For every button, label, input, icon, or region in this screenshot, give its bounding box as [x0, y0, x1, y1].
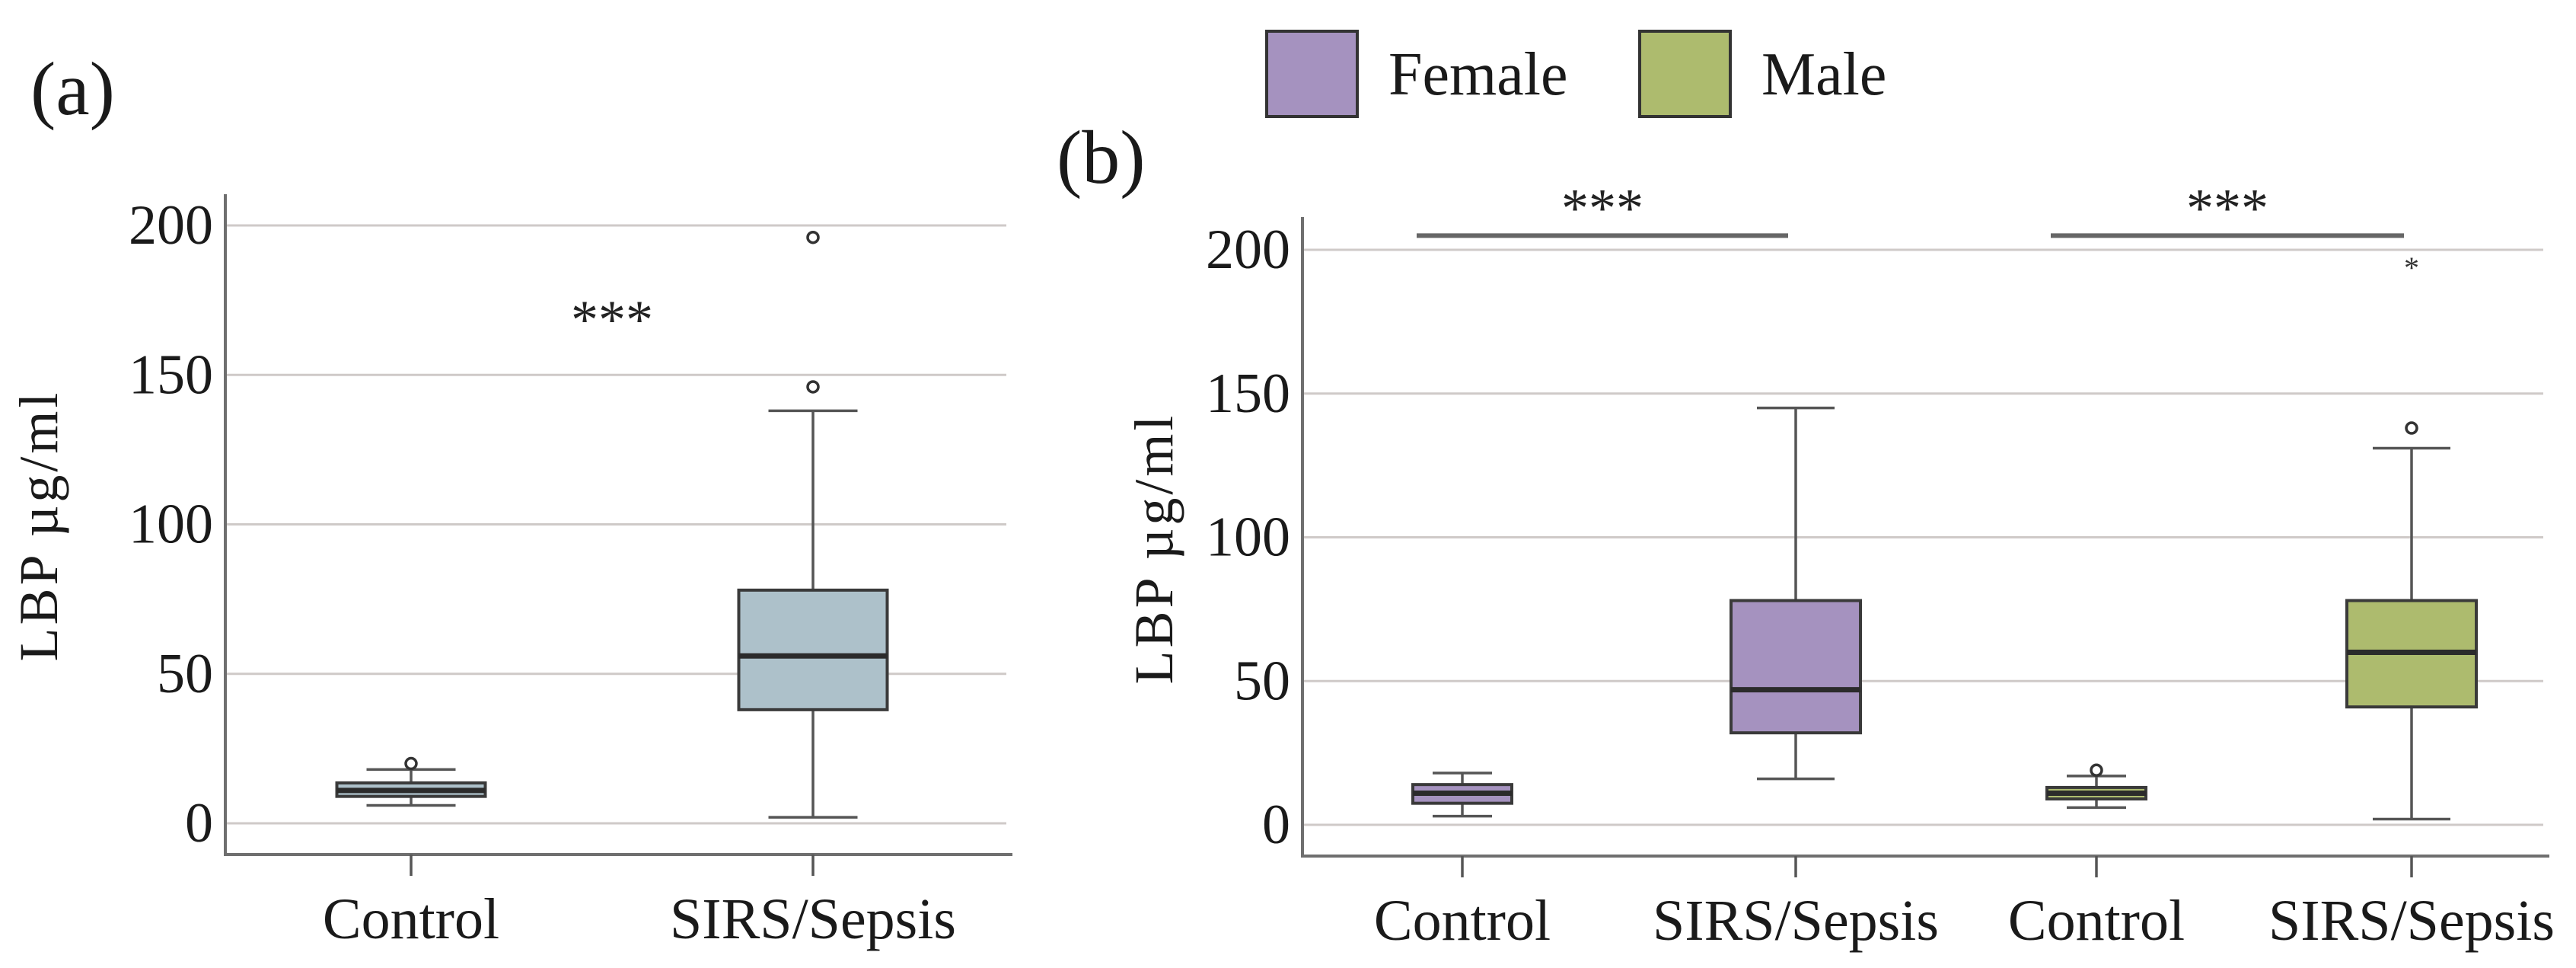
box-sirs-sepsis-male: SIRS/Sepsis *: [2268, 251, 2555, 953]
y-tick-label: 50: [1234, 650, 1290, 712]
box-control: Control: [323, 756, 499, 951]
legend-item-male: Male: [1638, 30, 1886, 118]
significance-label: ***: [2186, 177, 2268, 238]
y-tick-label: 0: [1262, 794, 1290, 856]
y-tick-label: 150: [1206, 363, 1290, 425]
y-axis-label: LBP µg/ml: [1124, 413, 1184, 685]
x-tick-label: SIRS/Sepsis: [2268, 889, 2555, 953]
box-sirs-sepsis-female: SIRS/Sepsis: [1653, 406, 1939, 953]
outlier-point: [806, 230, 820, 244]
y-tick-label: 100: [129, 494, 213, 556]
x-tick-label: SIRS/Sepsis: [1653, 889, 1939, 953]
legend-label: Male: [1761, 41, 1886, 108]
axes: [224, 194, 1012, 856]
x-tick-label: Control: [1374, 889, 1551, 953]
y-tick-label: 200: [129, 194, 213, 257]
y-tick-label: 100: [1206, 506, 1290, 569]
outlier-point: [806, 380, 820, 394]
legend-label: Female: [1388, 41, 1567, 108]
significance-label: ***: [571, 289, 653, 350]
panel-label: (a): [30, 46, 115, 131]
iqr-box: [737, 588, 889, 711]
x-tick-label: Control: [2008, 889, 2185, 953]
box-sirs-sepsis: SIRS/Sepsis: [670, 230, 956, 951]
panel-b: (b) 0 50 100 150 200 LBP µg/ml Control SIRS/Seps…: [1057, 30, 2555, 953]
outlier-point: [2405, 421, 2418, 435]
extreme-point: *: [2404, 251, 2419, 285]
y-axis-label: LBP µg/ml: [8, 390, 69, 662]
legend-swatch: [1265, 30, 1359, 118]
significance-label: ***: [1561, 177, 1643, 238]
box-control-male: Control: [2008, 763, 2185, 953]
box-control-female: Control: [1374, 772, 1551, 953]
y-tick-label: 150: [129, 343, 213, 406]
x-tick-label: SIRS/Sepsis: [670, 887, 956, 951]
panel-label: (b): [1057, 115, 1146, 200]
x-tick-label: Control: [323, 887, 499, 951]
iqr-box: [1730, 599, 1862, 735]
y-tick-label: 200: [1206, 219, 1290, 281]
legend-item-female: Female: [1265, 30, 1567, 118]
legend-swatch: [1638, 30, 1732, 118]
y-tick-label: 50: [157, 643, 213, 705]
outlier-point: [2090, 763, 2103, 778]
axes: [1301, 217, 2549, 858]
y-tick-label: 0: [185, 792, 213, 855]
outlier-point: [404, 756, 418, 771]
panel-a: (a) 0 50 100 150 200 LBP µg/ml Control SIRS/Seps…: [8, 46, 1012, 951]
